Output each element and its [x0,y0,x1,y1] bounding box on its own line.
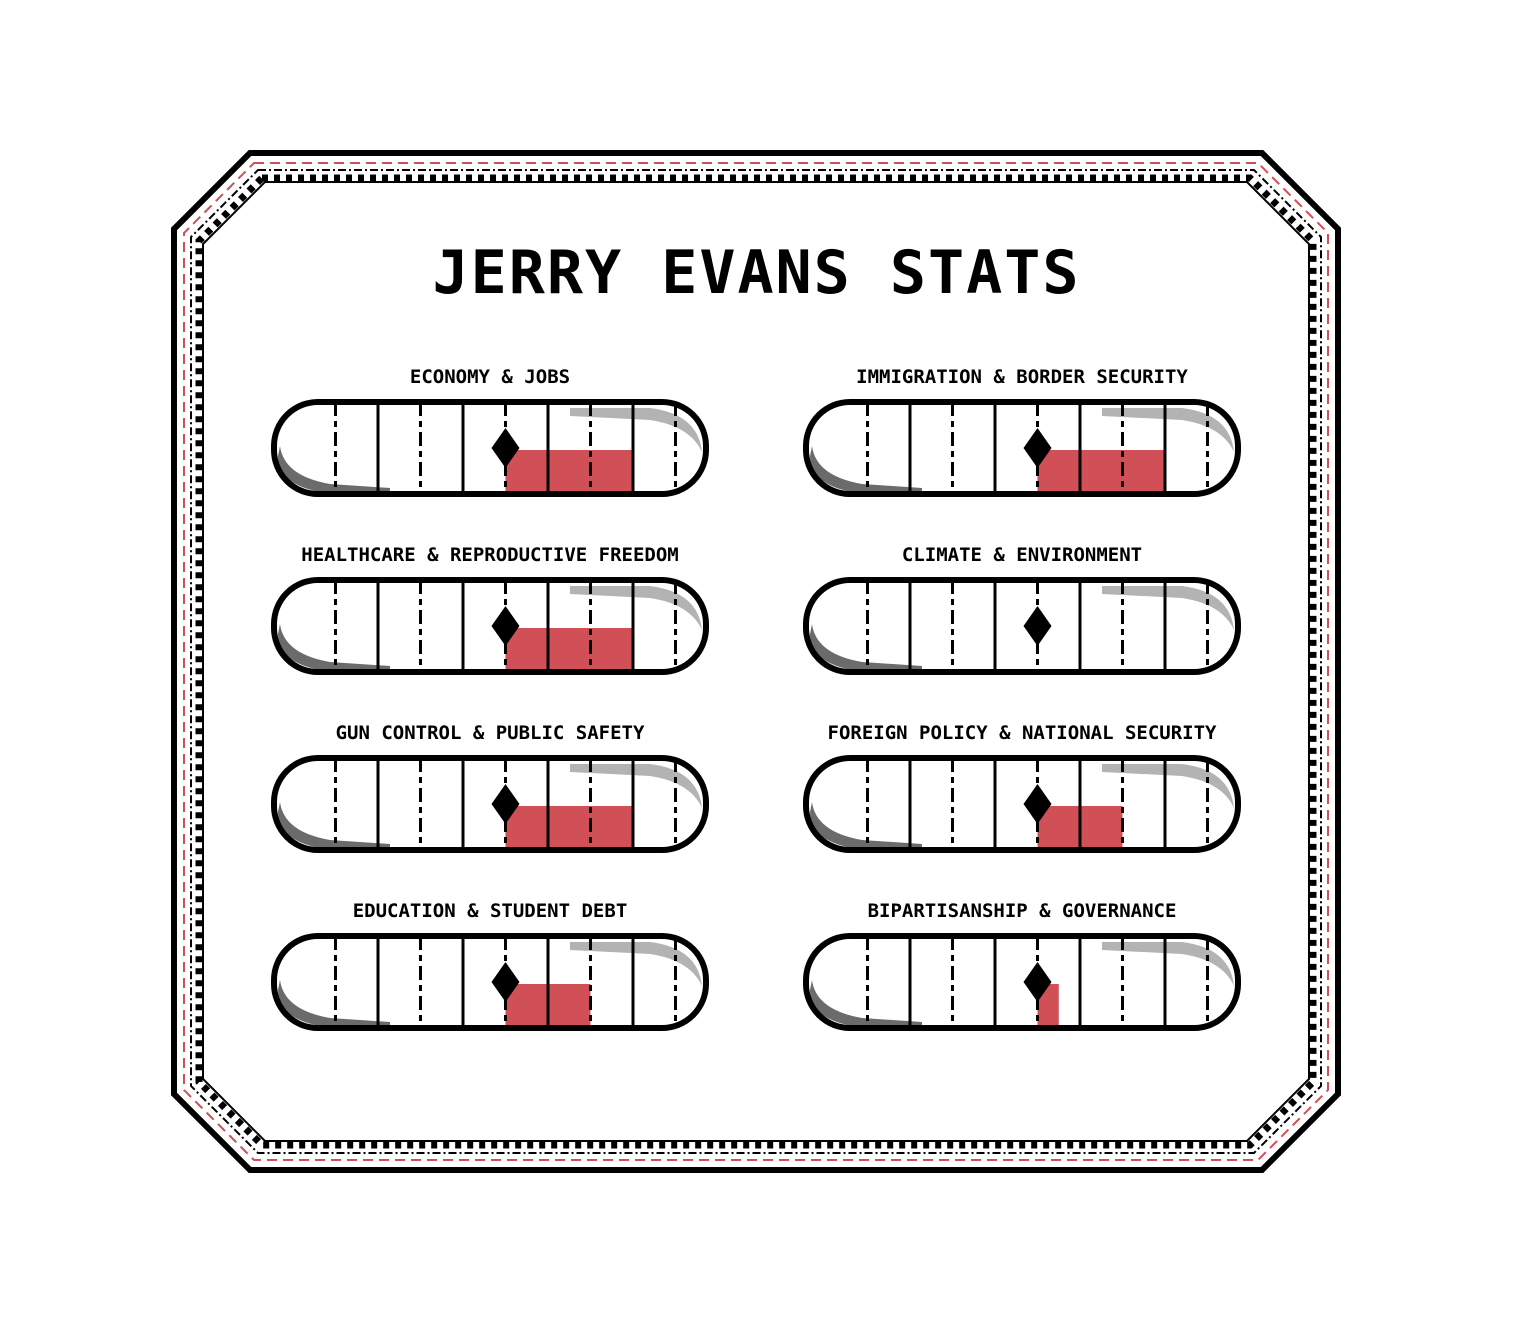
meter-shade-left [278,446,390,494]
stat-label: ECONOMY & JOBS [409,366,571,388]
meter-fill-bar [505,628,633,672]
meter-shade-left [278,802,390,850]
meter-background [806,936,1238,1028]
meter-fill-bar [1037,984,1059,1028]
meter-shade-right [570,942,702,986]
meter-outline [803,933,1241,1031]
stat-meter [803,755,1241,853]
stat-meter [803,577,1241,675]
meter-center-marker-icon [1023,428,1052,468]
stat-meter [271,755,709,853]
meter-fill-bar [1037,450,1165,494]
meter-outline [803,399,1241,497]
meter-shade-left [278,624,390,672]
meter-center-marker-icon [491,962,520,1002]
stat-label: HEALTHCARE & REPRODUCTIVE FREEDOM [301,544,679,566]
stat-meter [271,933,709,1031]
meter-shade-right [1102,408,1234,452]
stat-label: EDUCATION & STUDENT DEBT [352,900,628,922]
stat-label: CLIMATE & ENVIRONMENT [901,544,1143,566]
stat-label: BIPARTISANSHIP & GOVERNANCE [867,900,1177,922]
meter-shade-right [570,764,702,808]
meter-outline [803,577,1241,675]
meter-center-marker-icon [491,784,520,824]
stat-meter [803,933,1241,1031]
stat-label: FOREIGN POLICY & NATIONAL SECURITY [827,722,1217,744]
meter-shade-left [810,624,922,672]
meter-shade-right [1102,586,1234,630]
meter-shade-right [1102,942,1234,986]
meter-center-marker-icon [1023,606,1052,646]
meter-shade-left [810,802,922,850]
meter-center-marker-icon [491,428,520,468]
meter-fill-bar [505,450,633,494]
meter-outline [271,577,709,675]
meter-outline [271,755,709,853]
stat-meter [803,399,1241,497]
meter-center-marker-icon [491,606,520,646]
meter-outline [271,399,709,497]
meter-shade-left [810,980,922,1028]
meter-shade-left [278,980,390,1028]
stat-meter [271,577,709,675]
meter-background [806,580,1238,672]
meter-shade-right [570,408,702,452]
meter-fill-bar [505,806,633,850]
meter-center-marker-icon [1023,962,1052,1002]
stat-meter [271,399,709,497]
stat-label: GUN CONTROL & PUBLIC SAFETY [335,722,645,744]
meter-outline [271,933,709,1031]
page-title: JERRY EVANS STATS [432,238,1081,308]
meter-outline [803,755,1241,853]
meter-shade-right [1102,764,1234,808]
meter-center-marker-icon [1023,784,1052,824]
meter-background [274,936,706,1028]
meter-shade-right [570,586,702,630]
stat-label: IMMIGRATION & BORDER SECURITY [856,366,1188,388]
meter-background [806,758,1238,850]
meter-shade-left [810,446,922,494]
